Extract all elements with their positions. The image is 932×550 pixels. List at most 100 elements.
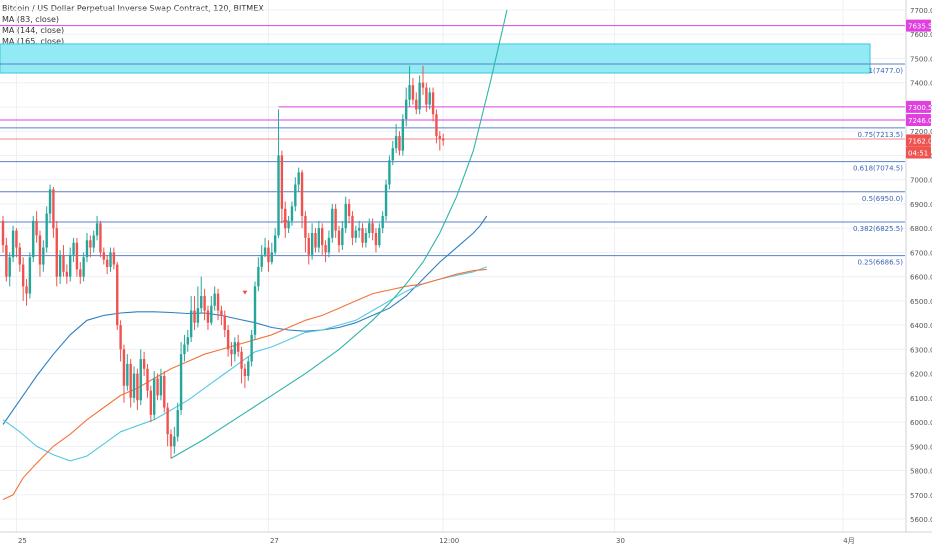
candle[interactable] — [284, 201, 287, 238]
candle[interactable] — [368, 218, 371, 238]
candle[interactable] — [193, 296, 196, 330]
candle[interactable] — [11, 225, 15, 263]
candle[interactable] — [8, 252, 11, 287]
candle[interactable] — [253, 281, 257, 340]
candle[interactable] — [139, 349, 142, 406]
candle[interactable] — [183, 334, 186, 362]
legend-ma-144[interactable]: MA (144, close) — [2, 26, 65, 35]
candle[interactable] — [196, 286, 200, 328]
candle[interactable] — [213, 286, 216, 311]
candle[interactable] — [65, 264, 69, 284]
candle[interactable] — [38, 230, 42, 277]
candle[interactable] — [378, 223, 381, 248]
candle[interactable] — [391, 140, 394, 166]
candle[interactable] — [327, 230, 331, 258]
candle[interactable] — [277, 109, 280, 238]
candle[interactable] — [243, 363, 247, 389]
candle[interactable] — [270, 242, 273, 265]
candle[interactable] — [230, 342, 233, 367]
candle[interactable] — [95, 216, 99, 241]
candle[interactable] — [394, 123, 398, 154]
candle[interactable] — [287, 216, 290, 234]
candle[interactable] — [431, 87, 435, 122]
candle[interactable] — [354, 225, 357, 243]
candle[interactable] — [381, 211, 384, 234]
candle[interactable] — [388, 155, 391, 190]
candle[interactable] — [129, 359, 132, 408]
candle[interactable] — [35, 211, 38, 243]
candle[interactable] — [310, 223, 314, 260]
candle[interactable] — [321, 223, 324, 255]
candle[interactable] — [331, 203, 334, 243]
candle[interactable] — [173, 426, 176, 454]
candle[interactable] — [273, 228, 277, 255]
candle[interactable] — [294, 177, 297, 212]
candle[interactable] — [52, 186, 55, 238]
candle[interactable] — [102, 247, 105, 265]
candle[interactable] — [21, 257, 25, 301]
candle[interactable] — [263, 237, 267, 258]
candle[interactable] — [200, 276, 203, 313]
candle[interactable] — [99, 220, 102, 258]
candle[interactable] — [418, 75, 421, 115]
candle[interactable] — [428, 87, 431, 110]
candle[interactable] — [122, 344, 126, 403]
candle[interactable] — [314, 228, 317, 253]
candle[interactable] — [72, 237, 75, 263]
candle[interactable] — [126, 354, 129, 391]
candle[interactable] — [79, 262, 82, 284]
candle[interactable] — [210, 296, 213, 326]
candle[interactable] — [415, 92, 418, 115]
candle[interactable] — [304, 211, 307, 253]
candle[interactable] — [421, 65, 425, 95]
candle[interactable] — [334, 203, 337, 238]
candle[interactable] — [189, 296, 193, 343]
candle[interactable] — [1, 216, 5, 253]
candle[interactable] — [260, 245, 263, 272]
candle[interactable] — [159, 368, 163, 401]
candle[interactable] — [105, 254, 109, 275]
candle[interactable] — [146, 363, 149, 398]
candle[interactable] — [206, 305, 210, 330]
candle[interactable] — [82, 252, 85, 282]
candle[interactable] — [344, 196, 347, 234]
candle[interactable] — [364, 228, 368, 248]
candle[interactable] — [169, 429, 173, 459]
candle[interactable] — [176, 402, 179, 442]
candle[interactable] — [153, 371, 156, 420]
candle[interactable] — [166, 402, 169, 447]
candle[interactable] — [203, 288, 206, 321]
candle[interactable] — [179, 342, 183, 415]
candle[interactable] — [89, 235, 92, 258]
candle[interactable] — [149, 385, 153, 423]
candle[interactable] — [337, 225, 341, 253]
candle[interactable] — [223, 310, 226, 338]
candle[interactable] — [361, 223, 364, 248]
candle[interactable] — [186, 329, 189, 352]
candle[interactable] — [307, 233, 310, 265]
candle[interactable] — [411, 77, 415, 105]
candle[interactable] — [220, 305, 223, 326]
candle[interactable] — [62, 245, 65, 277]
candle[interactable] — [226, 325, 230, 357]
candle[interactable] — [18, 242, 21, 272]
candle[interactable] — [5, 237, 8, 282]
legend-ma-83[interactable]: MA (83, close) — [2, 15, 60, 24]
candle[interactable] — [398, 131, 401, 156]
candle[interactable] — [401, 114, 405, 156]
candle[interactable] — [92, 230, 95, 253]
candle[interactable] — [257, 257, 260, 292]
candle[interactable] — [408, 65, 411, 107]
candle[interactable] — [441, 133, 445, 146]
candle[interactable] — [58, 249, 62, 284]
candle[interactable] — [405, 87, 408, 127]
candle[interactable] — [28, 252, 32, 299]
candle[interactable] — [48, 184, 52, 224]
candle[interactable] — [55, 220, 58, 287]
candle[interactable] — [374, 228, 378, 253]
candle[interactable] — [371, 218, 374, 241]
candle[interactable] — [237, 334, 240, 357]
candle[interactable] — [116, 262, 119, 330]
candle[interactable] — [267, 240, 270, 272]
